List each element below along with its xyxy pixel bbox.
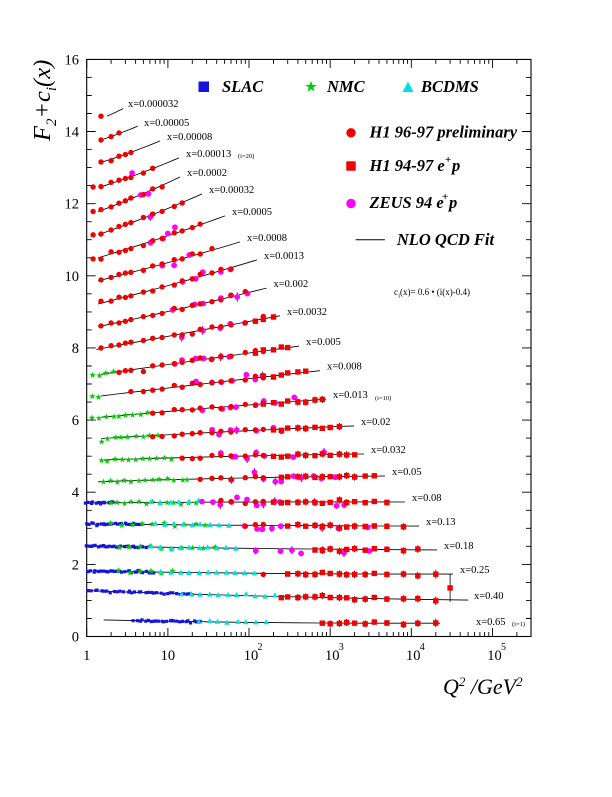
svg-text:2: 2 xyxy=(72,557,79,573)
svg-text:5: 5 xyxy=(501,642,506,653)
svg-text:0: 0 xyxy=(72,630,79,646)
svg-text:x=0.005: x=0.005 xyxy=(306,337,341,348)
svg-text:p: p xyxy=(447,193,457,212)
svg-text:x=0.0008: x=0.0008 xyxy=(247,233,287,244)
svg-text:4: 4 xyxy=(420,642,425,653)
svg-text:(i=1): (i=1) xyxy=(512,621,525,628)
svg-text:NLO QCD Fit: NLO QCD Fit xyxy=(396,230,495,249)
svg-text:16: 16 xyxy=(65,52,80,68)
svg-text:8: 8 xyxy=(72,341,79,357)
svg-text:x=0.00005: x=0.00005 xyxy=(144,118,189,129)
svg-text:x=0.000032: x=0.000032 xyxy=(128,99,179,110)
svg-text:x=0.02: x=0.02 xyxy=(361,417,391,428)
svg-text:4: 4 xyxy=(72,485,80,501)
svg-text:6: 6 xyxy=(72,413,79,429)
svg-text:x=0.65: x=0.65 xyxy=(476,617,506,628)
svg-text:BCDMS: BCDMS xyxy=(420,77,479,96)
svg-text:10: 10 xyxy=(65,269,80,285)
svg-text:2: 2 xyxy=(258,642,263,653)
svg-text:14: 14 xyxy=(65,125,80,141)
svg-text:x=0.0013: x=0.0013 xyxy=(264,251,304,262)
svg-text:10: 10 xyxy=(244,648,259,664)
svg-text:12: 12 xyxy=(65,197,80,213)
svg-text:x=0.0005: x=0.0005 xyxy=(232,207,272,218)
svg-text:10: 10 xyxy=(406,648,421,664)
svg-text:10: 10 xyxy=(325,648,340,664)
svg-text:x=0.25: x=0.25 xyxy=(460,565,490,576)
svg-text:F2+ci(x): F2+ci(x) xyxy=(29,60,60,142)
svg-text:NMC: NMC xyxy=(326,77,366,96)
svg-text:i: i xyxy=(398,293,400,300)
svg-text:x=0.002: x=0.002 xyxy=(274,279,309,290)
svg-text:x=0.00008: x=0.00008 xyxy=(167,132,212,143)
svg-text:3: 3 xyxy=(339,642,344,653)
svg-text:c: c xyxy=(394,287,398,297)
svg-text:(i=10): (i=10) xyxy=(375,395,391,402)
svg-text:(x)= 0.6 • (i(x)-0.4): (x)= 0.6 • (i(x)-0.4) xyxy=(400,287,470,297)
svg-text:x=0.008: x=0.008 xyxy=(327,362,362,373)
svg-text:x=0.032: x=0.032 xyxy=(371,445,406,456)
svg-text:ZEUS 94 e: ZEUS 94 e xyxy=(369,193,444,212)
svg-text:x=0.013: x=0.013 xyxy=(333,390,368,401)
svg-text:+: + xyxy=(445,154,451,166)
svg-text:10: 10 xyxy=(161,648,176,664)
svg-text:x=0.00032: x=0.00032 xyxy=(209,185,254,196)
svg-text:x=0.18: x=0.18 xyxy=(444,541,474,552)
svg-text:+: + xyxy=(442,191,448,203)
svg-text:p: p xyxy=(450,156,460,175)
svg-text:H1 96-97 preliminary: H1 96-97 preliminary xyxy=(369,123,518,142)
svg-text:(i=20): (i=20) xyxy=(238,153,254,160)
svg-text:x=0.40: x=0.40 xyxy=(474,591,504,602)
svg-text:x=0.05: x=0.05 xyxy=(392,467,422,478)
svg-text:10: 10 xyxy=(487,648,502,664)
svg-text:Q2 /GeV2: Q2 /GeV2 xyxy=(443,674,523,699)
svg-text:1: 1 xyxy=(83,648,90,664)
svg-text:H1 94-97 e: H1 94-97 e xyxy=(369,156,445,175)
svg-text:x=0.13: x=0.13 xyxy=(426,517,456,528)
svg-text:SLAC: SLAC xyxy=(222,77,264,96)
svg-text:x=0.08: x=0.08 xyxy=(412,493,442,504)
svg-text:x=0.0002: x=0.0002 xyxy=(187,168,227,179)
svg-text:x=0.00013: x=0.00013 xyxy=(186,149,231,160)
svg-text:x=0.0032: x=0.0032 xyxy=(287,307,327,318)
